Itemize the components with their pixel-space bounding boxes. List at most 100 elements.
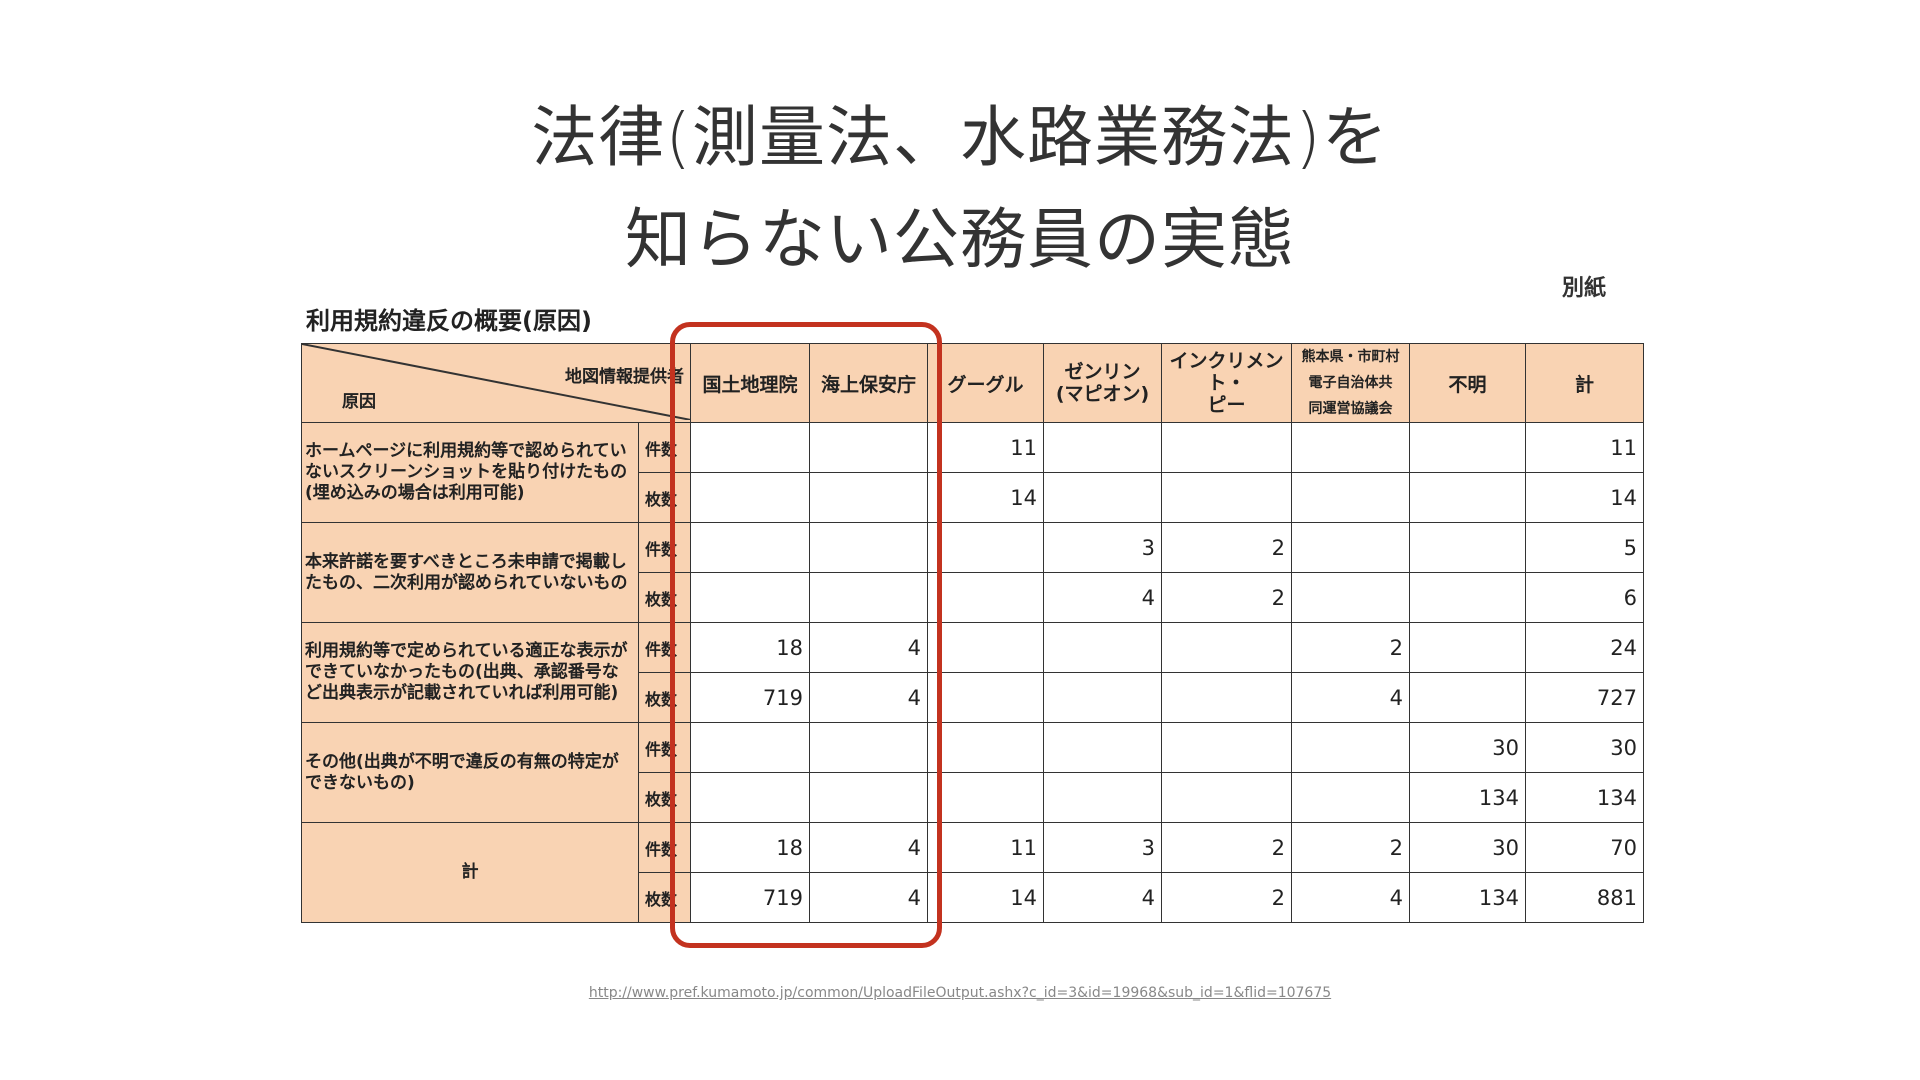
value-cell: 3 [1043, 822, 1162, 873]
value-cell [1409, 522, 1526, 573]
table-row: 計件数 18 4 11 3 2 2 30 70 [301, 822, 1644, 923]
unit-sheets: 枚数 [638, 772, 691, 823]
table-row: 利用規約等で定められている適正な表示ができていなかったもの(出典、承認番号など出… [301, 622, 1644, 723]
value-cell [1043, 772, 1162, 823]
value-cell: 719 [690, 672, 810, 723]
value-cell: 4 [809, 622, 928, 673]
source-link[interactable]: http://www.pref.kumamoto.jp/common/Uploa… [588, 985, 1332, 1001]
table-title: 利用規約違反の概要(原因) [306, 307, 592, 335]
value-cell: 2 [1161, 522, 1292, 573]
cause-cell: その他(出典が不明で違反の有無の特定ができないもの) [301, 722, 639, 823]
table-row: その他(出典が不明で違反の有無の特定ができないもの) 件数 30 30 [301, 722, 1644, 823]
unit-sheets: 枚数 [638, 872, 691, 923]
value-cell: 134 [1409, 772, 1526, 823]
slide-title-line1: 法律(測量法、水路業務法)を [531, 99, 1389, 176]
unit-sheets: 枚数 [638, 672, 691, 723]
value-cell: 2 [1161, 872, 1292, 923]
value-cell [809, 572, 928, 623]
col-increment-p: インクリメント・ ピー [1161, 343, 1292, 423]
value-cell: 2 [1291, 622, 1410, 673]
value-cell [1291, 522, 1410, 573]
cause-cell: 本来許諾を要すべきところ未申請で掲載したもの、二次利用が認められていないもの [301, 522, 639, 623]
unit-count: 件数 [638, 522, 691, 573]
value-cell: 134 [1409, 872, 1526, 923]
value-cell: 4 [1291, 672, 1410, 723]
value-cell [1161, 622, 1292, 673]
table-row: 枚数 719 4 14 4 2 4 134 881 [302, 872, 1644, 923]
cause-label: 原因 [342, 392, 376, 412]
attachment-note: 別紙 [1562, 276, 1607, 301]
value-cell: 881 [1525, 872, 1644, 923]
value-cell: 4 [809, 872, 928, 923]
value-cell: 719 [690, 872, 810, 923]
value-cell [1291, 572, 1410, 623]
value-cell [1409, 672, 1526, 723]
value-cell [1161, 722, 1292, 773]
value-cell [927, 672, 1044, 723]
value-cell: 2 [1291, 822, 1410, 873]
value-cell: 4 [1043, 572, 1162, 623]
slide-title-line2: 知らない公務員の実態 [625, 201, 1295, 278]
table-row: 枚数 4 2 6 [302, 572, 1644, 623]
value-cell [927, 622, 1044, 673]
provider-label: 地図情報提供者 [565, 367, 684, 387]
value-cell [1291, 472, 1410, 523]
value-cell: 70 [1525, 822, 1644, 873]
value-cell: 30 [1409, 822, 1526, 873]
value-cell: 14 [1525, 472, 1644, 523]
value-cell: 14 [927, 472, 1044, 523]
value-cell: 727 [1525, 672, 1644, 723]
diagonal-line [302, 344, 691, 420]
col-total: 計 [1525, 343, 1644, 423]
value-cell: 134 [1525, 772, 1644, 823]
value-cell: 3 [1043, 522, 1162, 573]
table-row: 枚数 134 134 [302, 772, 1644, 823]
value-cell: 6 [1525, 572, 1644, 623]
value-cell [1291, 722, 1410, 773]
value-cell: 30 [1525, 722, 1644, 773]
unit-count: 件数 [638, 622, 691, 673]
value-cell [1161, 672, 1292, 723]
unit-sheets: 枚数 [638, 572, 691, 623]
value-cell: 11 [1525, 422, 1644, 473]
value-cell [927, 722, 1044, 773]
value-cell [1161, 772, 1292, 823]
col-kumamoto: 熊本県・市町村 電子自治体共 同運営協議会 [1291, 343, 1410, 423]
highlight-box [670, 322, 942, 948]
value-cell: 4 [1291, 872, 1410, 923]
value-cell [1043, 672, 1162, 723]
value-cell [1409, 572, 1526, 623]
value-cell [1043, 722, 1162, 773]
table-row: 本来許諾を要すべきところ未申請で掲載したもの、二次利用が認められていないもの 件数… [301, 522, 1644, 623]
table-row: ホームページに利用規約等で認められていないスクリーンショットを貼り付けたもの(埋… [301, 422, 1644, 523]
value-cell [1409, 422, 1526, 473]
value-cell [1043, 472, 1162, 523]
value-cell [690, 572, 810, 623]
value-cell: 4 [1043, 872, 1162, 923]
value-cell: 18 [690, 622, 810, 673]
unit-count: 件数 [638, 822, 691, 873]
value-cell: 2 [1161, 572, 1292, 623]
value-cell [809, 422, 928, 473]
col-unknown: 不明 [1409, 343, 1526, 423]
value-cell: 11 [927, 822, 1044, 873]
value-cell: 24 [1525, 622, 1644, 673]
value-cell [927, 522, 1044, 573]
col-zenrin: ゼンリン (マピオン) [1043, 343, 1162, 423]
unit-count: 件数 [638, 722, 691, 773]
value-cell [690, 722, 810, 773]
total-label: 計 [301, 822, 639, 923]
value-cell: 5 [1525, 522, 1644, 573]
value-cell [690, 772, 810, 823]
value-cell [1409, 622, 1526, 673]
value-cell: 2 [1161, 822, 1292, 873]
value-cell [1161, 422, 1292, 473]
value-cell: 30 [1409, 722, 1526, 773]
header-row: 地図情報提供者 原因 国土地理院 海上保安庁 グーグル ゼンリン (マピオン) … [301, 343, 1644, 423]
col-gsi: 国土地理院 [690, 343, 810, 423]
value-cell [1409, 472, 1526, 523]
value-cell [927, 572, 1044, 623]
value-cell [927, 772, 1044, 823]
value-cell [1291, 422, 1410, 473]
violation-table: 地図情報提供者 原因 国土地理院 海上保安庁 グーグル ゼンリン (マピオン) … [301, 343, 1644, 923]
